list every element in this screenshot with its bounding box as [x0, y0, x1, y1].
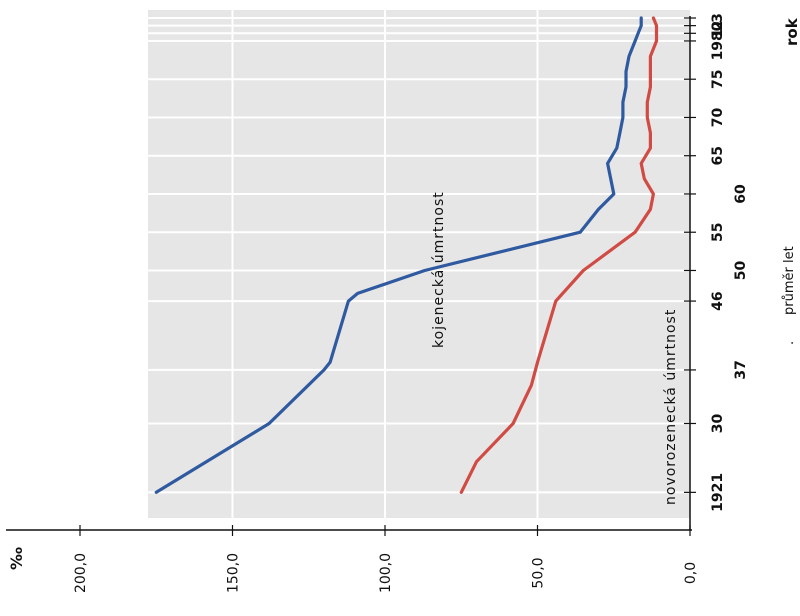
- x-axis-unit: rok: [783, 17, 800, 46]
- year-tick-label: 37: [733, 360, 749, 379]
- series-line-novorozenecka: [459, 16, 659, 494]
- value-tick-label: 100,0: [378, 553, 394, 593]
- year-tick-label: 1921: [710, 473, 726, 512]
- year-tick-label: 1980: [710, 21, 726, 60]
- baseline-axis: [6, 16, 692, 531]
- year-tick-label: 46: [710, 291, 726, 310]
- value-tick-label: 200,0: [73, 553, 89, 593]
- value-tick-label: 50,0: [531, 557, 547, 588]
- year-tick-label: 70: [710, 107, 726, 127]
- year-tick-label: 60: [733, 184, 749, 204]
- year-tick-label: 2: [710, 21, 726, 31]
- average-label: průměr let: [782, 246, 797, 315]
- plot-background: [148, 10, 690, 518]
- series-label-novorozenecka: novorozenecká úmrtnost: [663, 309, 679, 505]
- average-marker: .: [782, 341, 797, 345]
- value-ticks: 0,0 50,0 100,0 150,0 200,0: [73, 525, 699, 593]
- year-tick-label: 65: [710, 146, 726, 165]
- y-axis-unit: ‰: [7, 547, 26, 570]
- grid: [148, 10, 690, 518]
- value-tick-label: 0,0: [683, 562, 699, 584]
- year-tick-label: 75: [710, 69, 726, 88]
- year-tick-label: 30: [710, 413, 726, 433]
- series-layer: [154, 16, 659, 494]
- year-tick-label: 3: [710, 13, 726, 23]
- year-tick-label: 55: [710, 222, 726, 241]
- year-tick-label: 1: [710, 28, 726, 38]
- series-line-kojenecka: [154, 16, 643, 494]
- value-tick-label: 150,0: [226, 553, 242, 593]
- series-label-kojenecka: kojenecká úmrtnost: [431, 191, 447, 348]
- year-tick-label: 50: [733, 260, 749, 280]
